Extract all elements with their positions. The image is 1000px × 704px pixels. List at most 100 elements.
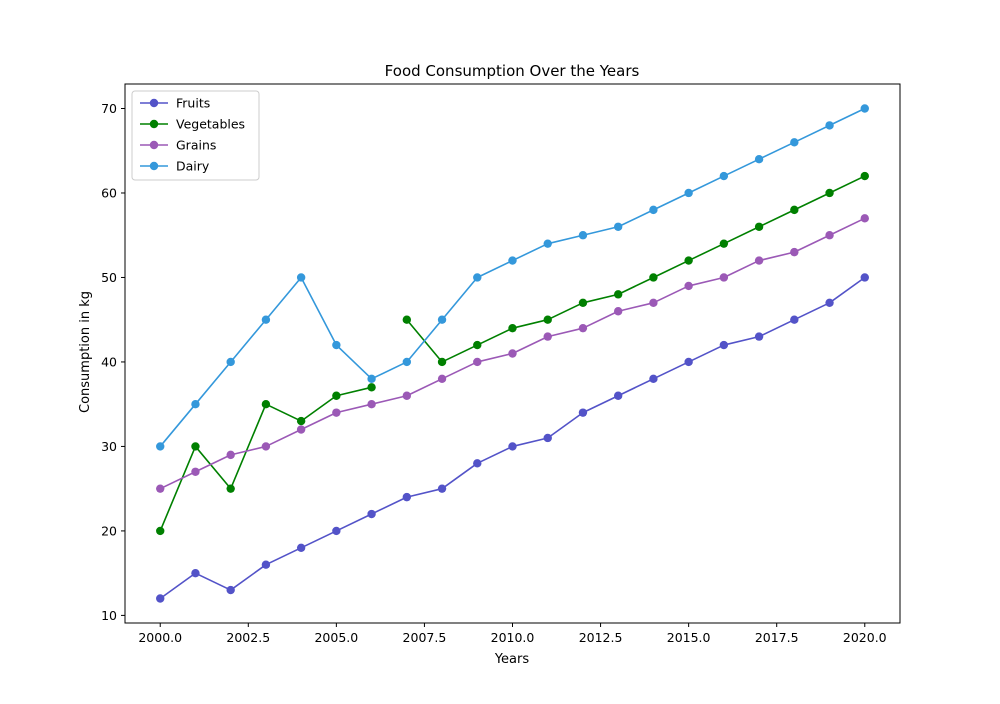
x-tick-label: 2005.0 bbox=[314, 630, 358, 645]
data-point-grains-2016 bbox=[719, 273, 729, 282]
data-point-fruits-2003 bbox=[261, 560, 271, 569]
plot-area: 2000.0 2002.5 2005.0 2007.5 2010.0 2012.5 2015… bbox=[101, 83, 901, 645]
data-point-grains-2012 bbox=[578, 323, 588, 333]
data-point-dairy-2002 bbox=[226, 357, 235, 367]
legend-marker-grains bbox=[149, 140, 159, 150]
y-axis-label: Consumption in kg bbox=[78, 291, 93, 413]
data-point-vegetables-2008 bbox=[437, 357, 447, 367]
data-point-vegetables-2002 bbox=[226, 484, 235, 493]
data-point-fruits-2005 bbox=[332, 526, 341, 536]
data-point-fruits-2020 bbox=[860, 273, 869, 282]
data-point-fruits-2007 bbox=[402, 492, 412, 502]
y-tick-label: 40 bbox=[101, 354, 117, 369]
data-point-fruits-2016 bbox=[719, 340, 729, 350]
data-point-vegetables-2011 bbox=[543, 315, 552, 324]
data-point-dairy-2006 bbox=[367, 374, 376, 384]
data-point-fruits-2011 bbox=[543, 433, 552, 443]
series-line-vegetables-2 bbox=[406, 175, 866, 363]
data-point-grains-2006 bbox=[367, 399, 376, 409]
data-point-vegetables-2017 bbox=[754, 222, 764, 231]
data-point-vegetables-2004 bbox=[296, 416, 306, 426]
legend-marker-dairy bbox=[149, 161, 159, 171]
data-point-grains-2001 bbox=[191, 467, 200, 476]
x-tick-label: 2015.0 bbox=[667, 630, 711, 645]
y-tick-label: 20 bbox=[101, 523, 117, 538]
data-point-grains-2009 bbox=[473, 357, 482, 367]
x-tick-label: 2010.0 bbox=[491, 630, 535, 645]
data-point-vegetables-2007 bbox=[402, 315, 412, 324]
data-point-dairy-2011 bbox=[543, 239, 552, 248]
data-point-vegetables-2014 bbox=[649, 273, 658, 282]
data-point-grains-2015 bbox=[684, 281, 693, 291]
data-point-vegetables-2009 bbox=[473, 340, 482, 350]
legend-label-grains: Grains bbox=[176, 138, 216, 153]
data-point-grains-2020 bbox=[860, 214, 869, 223]
y-tick-label: 60 bbox=[101, 185, 117, 200]
data-point-fruits-2014 bbox=[649, 374, 658, 384]
x-tick-label: 2007.5 bbox=[403, 630, 447, 645]
chart-title: Food Consumption Over the Years bbox=[385, 62, 640, 80]
data-point-grains-2010 bbox=[508, 349, 517, 358]
data-point-vegetables-2013 bbox=[613, 290, 623, 299]
data-point-dairy-2004 bbox=[296, 273, 306, 282]
data-point-dairy-2008 bbox=[437, 315, 447, 324]
data-point-vegetables-2001 bbox=[191, 442, 200, 451]
data-point-vegetables-2000 bbox=[156, 526, 165, 536]
data-point-dairy-2000 bbox=[156, 442, 165, 451]
y-tick-label: 30 bbox=[101, 439, 117, 454]
data-point-vegetables-2016 bbox=[719, 239, 729, 248]
data-point-grains-2014 bbox=[649, 298, 658, 308]
data-point-dairy-2010 bbox=[508, 256, 517, 265]
x-tick-label: 2020.0 bbox=[843, 630, 887, 645]
data-point-dairy-2019 bbox=[825, 121, 834, 130]
x-tick-label: 2002.5 bbox=[226, 630, 270, 645]
y-tick-label: 10 bbox=[101, 608, 117, 623]
data-point-dairy-2017 bbox=[754, 154, 764, 164]
data-point-vegetables-2015 bbox=[684, 256, 693, 265]
data-point-fruits-2017 bbox=[754, 332, 764, 341]
data-point-dairy-2013 bbox=[613, 222, 623, 231]
data-point-dairy-2007 bbox=[402, 357, 412, 367]
data-point-grains-2019 bbox=[825, 231, 834, 240]
data-point-dairy-2018 bbox=[790, 138, 799, 147]
data-point-fruits-2008 bbox=[437, 484, 447, 493]
data-point-fruits-2012 bbox=[578, 408, 588, 417]
data-point-grains-2003 bbox=[261, 442, 271, 451]
x-tick-label: 2012.5 bbox=[579, 630, 623, 645]
data-point-grains-2004 bbox=[296, 425, 306, 434]
data-point-dairy-2001 bbox=[191, 399, 200, 409]
data-point-dairy-2005 bbox=[332, 340, 341, 350]
x-tick-label: 2000.0 bbox=[138, 630, 182, 645]
data-point-grains-2005 bbox=[332, 408, 341, 417]
data-point-vegetables-2020 bbox=[860, 171, 869, 181]
data-point-fruits-2018 bbox=[790, 315, 799, 324]
data-point-fruits-2001 bbox=[191, 568, 200, 578]
data-point-fruits-2000 bbox=[156, 594, 165, 603]
x-axis-label: Years bbox=[494, 652, 530, 667]
data-point-vegetables-2003 bbox=[261, 399, 271, 409]
data-point-vegetables-2010 bbox=[508, 323, 517, 333]
data-point-fruits-2006 bbox=[367, 509, 376, 519]
data-point-fruits-2019 bbox=[825, 298, 834, 308]
legend-marker-fruits bbox=[149, 98, 159, 108]
data-point-dairy-2009 bbox=[473, 273, 482, 282]
data-point-vegetables-2012 bbox=[578, 298, 588, 308]
data-point-vegetables-2006 bbox=[367, 383, 376, 392]
data-point-dairy-2012 bbox=[578, 231, 588, 240]
data-point-grains-2007 bbox=[402, 391, 412, 400]
data-point-grains-2013 bbox=[613, 307, 623, 316]
data-point-dairy-2020 bbox=[860, 104, 869, 113]
x-tick-label: 2017.5 bbox=[755, 630, 799, 645]
legend-box bbox=[131, 90, 260, 181]
data-point-dairy-2015 bbox=[684, 188, 693, 198]
data-point-grains-2018 bbox=[790, 247, 799, 257]
y-tick-label: 70 bbox=[101, 101, 117, 116]
data-point-vegetables-2018 bbox=[790, 205, 799, 215]
data-point-dairy-2003 bbox=[261, 315, 271, 324]
data-point-grains-2002 bbox=[226, 450, 235, 460]
legend-label-vegetables: Vegetables bbox=[176, 117, 245, 132]
data-point-dairy-2016 bbox=[719, 171, 729, 181]
data-point-grains-2000 bbox=[156, 484, 165, 493]
